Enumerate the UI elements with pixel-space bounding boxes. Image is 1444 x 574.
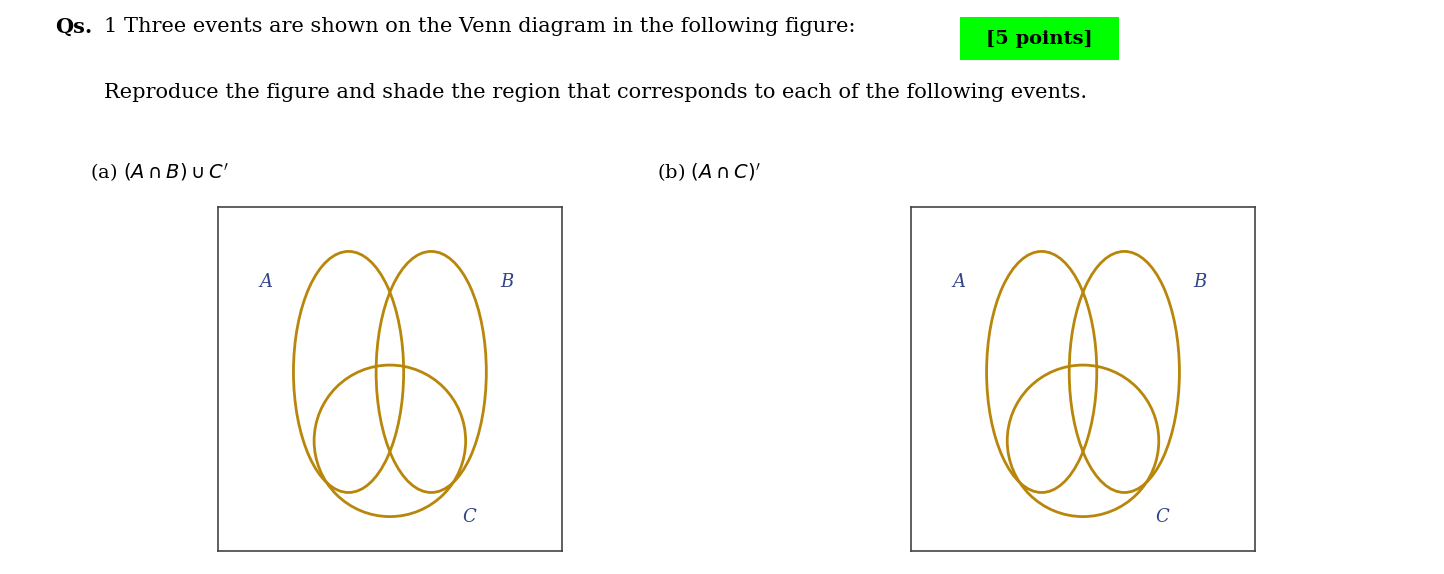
Text: A: A bbox=[953, 273, 966, 292]
Text: Reproduce the figure and shade the region that corresponds to each of the follow: Reproduce the figure and shade the regio… bbox=[104, 83, 1087, 102]
Text: A: A bbox=[260, 273, 273, 292]
Text: (a) $(A \cap B) \cup C'$: (a) $(A \cap B) \cup C'$ bbox=[90, 161, 228, 184]
Text: B: B bbox=[1194, 273, 1207, 292]
Text: [5 points]: [5 points] bbox=[986, 30, 1093, 48]
Text: C: C bbox=[462, 507, 477, 526]
Text: Qs.: Qs. bbox=[55, 17, 92, 37]
Text: 1 Three events are shown on the Venn diagram in the following figure:: 1 Three events are shown on the Venn dia… bbox=[104, 17, 855, 36]
Text: B: B bbox=[501, 273, 514, 292]
Text: C: C bbox=[1155, 507, 1170, 526]
Text: (b) $( A \cap C )'$: (b) $( A \cap C )'$ bbox=[657, 161, 761, 184]
